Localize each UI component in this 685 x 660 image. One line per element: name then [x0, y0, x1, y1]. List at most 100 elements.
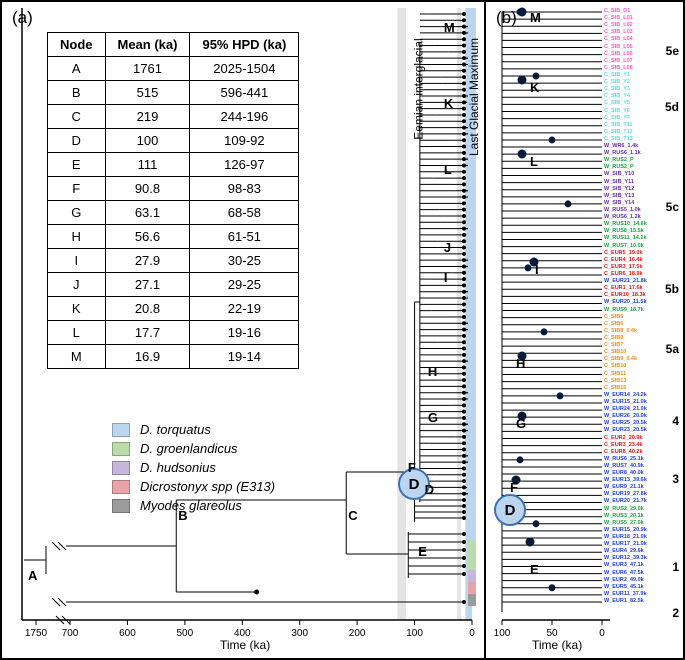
tip-label: W_EUR3_47.1k [604, 563, 644, 569]
clade-label: 5a [666, 342, 679, 356]
node-letter: L [530, 154, 538, 169]
tip-label: W_RUS6_1.2k [604, 215, 641, 221]
tip-label: C_EUR10_18.3k [604, 293, 646, 299]
figure-root: (a) (b) NodeMean (ka)95% HPD (ka) A17612… [0, 0, 685, 660]
lgm-label: Last Glacial Maximum [467, 38, 481, 156]
tip-label: W_RUS2_P [604, 158, 634, 164]
node-letter: L [444, 162, 452, 177]
tip-label: W_EUR17_21.0k [604, 542, 647, 548]
tip-label: W_EUR8_40.0k [604, 471, 644, 477]
tip-label: W_EUR25_20.5k [604, 421, 647, 427]
tip-label: C_SIB_L01 [604, 16, 633, 22]
tip-label: C_EUR1_17.6k [604, 286, 643, 292]
tip-label: W_EUR4_29.6k [604, 549, 644, 555]
tip-label: C_SIB6 [604, 322, 623, 328]
tip-label: W_RUS2_29.0k [604, 507, 644, 513]
clade-label: 3 [672, 472, 679, 486]
clade-label: 1 [672, 560, 679, 574]
tip-label: C_EUR3_23.4k [604, 443, 643, 449]
tip-label: W_SIB_Y14 [604, 201, 634, 207]
tip-label: C_SIB_Y6 [604, 109, 630, 115]
node-letter: G [516, 416, 526, 431]
tip-label: C_SIB_Y1 [604, 73, 630, 79]
tip-label: W_RUS7_10.0k [604, 244, 644, 250]
tip-label: W_EUR5_45.1k [604, 585, 644, 591]
panel-b-plot: 100500 [486, 2, 683, 658]
svg-text:500: 500 [177, 628, 194, 639]
tip-label: C_SIB9 [604, 336, 623, 342]
tip-label: W_RUS5_27.0k [604, 521, 644, 527]
tip-label: W_EUR23_20.5k [604, 428, 647, 434]
svg-text:100: 100 [406, 628, 423, 639]
svg-text:700: 700 [62, 628, 79, 639]
tip-label: C_EUR6_18.9k [604, 272, 643, 278]
tip-label: W_EUR19_27.8k [604, 492, 647, 498]
svg-text:200: 200 [349, 628, 366, 639]
svg-text:0: 0 [599, 628, 605, 639]
tip-label: W_SIB_Y11 [604, 180, 634, 186]
tip-label: W_EUR20_21.7k [604, 499, 647, 505]
tip-label: W_EUR15_20.9k [604, 528, 647, 534]
svg-text:1750: 1750 [25, 628, 48, 639]
tip-label: W_EUR9_21.1k [604, 485, 644, 491]
tip-label: W_EUR15_21.0k [604, 400, 647, 406]
node-letter: J [444, 240, 451, 255]
node-letter: G [428, 410, 438, 425]
tip-label: C_SIB_L05 [604, 45, 633, 51]
node-letter: F [510, 480, 518, 495]
tip-label: C_EUR2_20.9k [604, 436, 643, 442]
clade-label: 5d [665, 100, 679, 114]
tip-label: C_SIB_Y7 [604, 116, 630, 122]
node-letter: I [444, 270, 448, 285]
node-letter: M [530, 10, 541, 25]
tip-label: C_SIB11 [604, 372, 626, 378]
tip-label: W_RUS11_14.1k [604, 236, 647, 242]
tip-label: C_SIB13 [604, 379, 626, 385]
clade-label: 5e [666, 44, 679, 58]
tip-label: W_RUS8_15.5k [604, 229, 644, 235]
svg-text:300: 300 [291, 628, 308, 639]
tip-label: W_SIB_Y13 [604, 194, 634, 200]
node-letter: H [516, 356, 525, 371]
tip-label: C_SIB10 [604, 350, 626, 356]
node-letter: F [408, 460, 416, 475]
tip-label: C_SIB_Y3 [604, 87, 630, 93]
tip-label: C_SIB15 [604, 386, 626, 392]
node-letter: K [530, 80, 539, 95]
tip-label: C_SIB_L08 [604, 66, 633, 72]
node-letter: M [444, 20, 455, 35]
tip-label: W_SIB_Y12 [604, 187, 634, 193]
node-letter: E [530, 562, 539, 577]
tip-label: C_EUR5_19.0k [604, 251, 643, 257]
tip-label: C_EUR3_17.5k [604, 265, 643, 271]
tip-label: C_SIB_T13 [604, 137, 633, 143]
tip-label: W_RUS6_25.1k [604, 457, 644, 463]
tip-label: W_RUS3_20.1k [604, 514, 644, 520]
clade-label: 5c [666, 200, 679, 214]
tip-label: C_SIB9_0.4k [604, 357, 637, 363]
axis-label-b: Time (ka) [532, 638, 582, 652]
tip-label: W_EUR26_20.0k [604, 414, 647, 420]
node-letter: B [178, 508, 187, 523]
tip-label: W_EUR21_21.8k [604, 279, 647, 285]
tip-label: C_SIB8_0.4k [604, 329, 637, 335]
tip-label: W_EUR1_82.5k [604, 599, 644, 605]
tip-label: W_RUS5_1.0k [604, 208, 641, 214]
node-letter: E [418, 544, 427, 559]
node-letter: I [535, 262, 539, 277]
tip-label: C_SIB_L04 [604, 37, 633, 43]
node-letter: H [428, 364, 437, 379]
tip-label: W_RUS9_18.7k [604, 308, 644, 314]
tip-label: C_SIB_L06 [604, 52, 633, 58]
tip-label: W_EUR13_39.6k [604, 478, 647, 484]
tip-label: W_RUS2_P [604, 165, 634, 171]
tip-label: W_EUR18_21.0k [604, 535, 647, 541]
tip-label: C_SIB_D1 [604, 9, 630, 15]
tip-label: W_EUR14_24.2k [604, 393, 647, 399]
tip-label: C_SIB_Y5 [604, 101, 630, 107]
tip-label: W_EUR11_37.9k [604, 592, 647, 598]
tip-label: C_SIB_Y2 [604, 80, 630, 86]
clade-label: 4 [672, 414, 679, 428]
node-d-marker-b: D [494, 494, 526, 526]
tip-label: W_EUR6_47.5k [604, 571, 644, 577]
